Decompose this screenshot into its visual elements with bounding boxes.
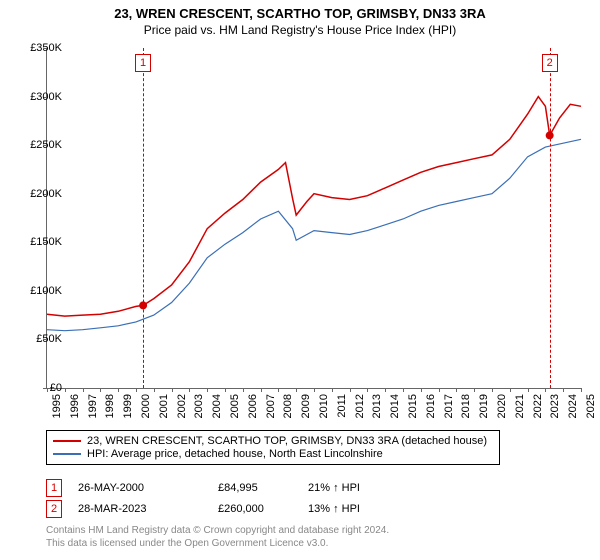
- x-axis-label: 1995: [51, 394, 63, 426]
- x-axis-label: 2024: [567, 394, 579, 426]
- x-axis-label: 2006: [247, 394, 259, 426]
- x-tick: [83, 388, 84, 392]
- x-tick: [261, 388, 262, 392]
- x-tick: [332, 388, 333, 392]
- x-axis-label: 2008: [282, 394, 294, 426]
- x-axis-label: 2011: [336, 394, 348, 426]
- x-tick: [510, 388, 511, 392]
- x-tick: [314, 388, 315, 392]
- x-axis-label: 2018: [460, 394, 472, 426]
- x-axis-label: 2021: [514, 394, 526, 426]
- x-tick: [100, 388, 101, 392]
- y-axis-label: £150K: [22, 236, 62, 248]
- footer-attribution: Contains HM Land Registry data © Crown c…: [46, 524, 389, 550]
- y-axis-label: £200K: [22, 188, 62, 200]
- events-table: 1 26-MAY-2000 £84,995 21% ↑ HPI 2 28-MAR…: [46, 476, 378, 521]
- event-marker-icon: 1: [135, 54, 151, 72]
- x-tick: [403, 388, 404, 392]
- x-tick: [296, 388, 297, 392]
- x-tick: [189, 388, 190, 392]
- x-tick: [136, 388, 137, 392]
- x-axis-label: 2019: [478, 394, 490, 426]
- legend-label: HPI: Average price, detached house, Nort…: [87, 448, 383, 460]
- plot-area: 1995199619971998199920002001200220032004…: [46, 48, 581, 389]
- x-tick: [350, 388, 351, 392]
- x-axis-label: 2007: [265, 394, 277, 426]
- x-axis-label: 2004: [211, 394, 223, 426]
- legend-label: 23, WREN CRESCENT, SCARTHO TOP, GRIMSBY,…: [87, 435, 487, 447]
- event-pct: 21% ↑ HPI: [308, 482, 378, 494]
- x-tick: [65, 388, 66, 392]
- x-axis-label: 2002: [176, 394, 188, 426]
- x-tick: [456, 388, 457, 392]
- x-axis-label: 2023: [549, 394, 561, 426]
- x-tick: [154, 388, 155, 392]
- x-axis-label: 2025: [585, 394, 597, 426]
- x-tick: [439, 388, 440, 392]
- legend-swatch: [53, 440, 81, 442]
- footer-line: This data is licensed under the Open Gov…: [46, 537, 389, 550]
- x-tick: [367, 388, 368, 392]
- x-axis-label: 2005: [229, 394, 241, 426]
- x-axis-label: 1999: [122, 394, 134, 426]
- line-chart-svg: [47, 48, 581, 388]
- event-guideline: [550, 48, 551, 388]
- x-axis-label: 2010: [318, 394, 330, 426]
- x-tick: [207, 388, 208, 392]
- x-axis-label: 2012: [354, 394, 366, 426]
- event-price: £84,995: [218, 482, 308, 494]
- x-axis-label: 2016: [425, 394, 437, 426]
- x-axis-label: 2017: [443, 394, 455, 426]
- x-axis-label: 2014: [389, 394, 401, 426]
- x-tick: [278, 388, 279, 392]
- x-tick: [225, 388, 226, 392]
- y-axis-label: £0: [22, 382, 62, 394]
- event-date: 28-MAR-2023: [78, 503, 218, 515]
- x-tick: [172, 388, 173, 392]
- x-tick: [545, 388, 546, 392]
- event-pct: 13% ↑ HPI: [308, 503, 378, 515]
- x-axis-label: 2020: [496, 394, 508, 426]
- x-tick: [118, 388, 119, 392]
- chart-title: 23, WREN CRESCENT, SCARTHO TOP, GRIMSBY,…: [0, 0, 600, 21]
- event-price: £260,000: [218, 503, 308, 515]
- event-marker-icon: 2: [542, 54, 558, 72]
- event-guideline: [143, 48, 144, 388]
- x-axis-label: 1996: [69, 394, 81, 426]
- event-marker-icon: 1: [46, 479, 62, 497]
- legend-swatch: [53, 453, 81, 455]
- x-tick: [563, 388, 564, 392]
- y-axis-label: £50K: [22, 333, 62, 345]
- x-axis-label: 1997: [87, 394, 99, 426]
- event-row: 1 26-MAY-2000 £84,995 21% ↑ HPI: [46, 479, 378, 497]
- legend-box: 23, WREN CRESCENT, SCARTHO TOP, GRIMSBY,…: [46, 430, 500, 465]
- x-axis-label: 2001: [158, 394, 170, 426]
- x-tick: [385, 388, 386, 392]
- y-axis-label: £250K: [22, 139, 62, 151]
- x-axis-label: 2009: [300, 394, 312, 426]
- x-axis-label: 2003: [193, 394, 205, 426]
- x-axis-label: 2022: [532, 394, 544, 426]
- y-axis-label: £350K: [22, 42, 62, 54]
- x-axis-label: 1998: [104, 394, 116, 426]
- x-axis-label: 2013: [371, 394, 383, 426]
- event-row: 2 28-MAR-2023 £260,000 13% ↑ HPI: [46, 500, 378, 518]
- chart-subtitle: Price paid vs. HM Land Registry's House …: [0, 23, 600, 37]
- x-axis-label: 2015: [407, 394, 419, 426]
- x-tick: [492, 388, 493, 392]
- event-date: 26-MAY-2000: [78, 482, 218, 494]
- y-axis-label: £100K: [22, 285, 62, 297]
- x-tick: [474, 388, 475, 392]
- x-tick: [528, 388, 529, 392]
- x-tick: [243, 388, 244, 392]
- event-marker-icon: 2: [46, 500, 62, 518]
- legend-item: HPI: Average price, detached house, Nort…: [53, 448, 493, 460]
- x-axis-label: 2000: [140, 394, 152, 426]
- x-tick: [581, 388, 582, 392]
- footer-line: Contains HM Land Registry data © Crown c…: [46, 524, 389, 537]
- chart-container: 23, WREN CRESCENT, SCARTHO TOP, GRIMSBY,…: [0, 0, 600, 560]
- legend-item: 23, WREN CRESCENT, SCARTHO TOP, GRIMSBY,…: [53, 435, 493, 447]
- y-axis-label: £300K: [22, 91, 62, 103]
- x-tick: [421, 388, 422, 392]
